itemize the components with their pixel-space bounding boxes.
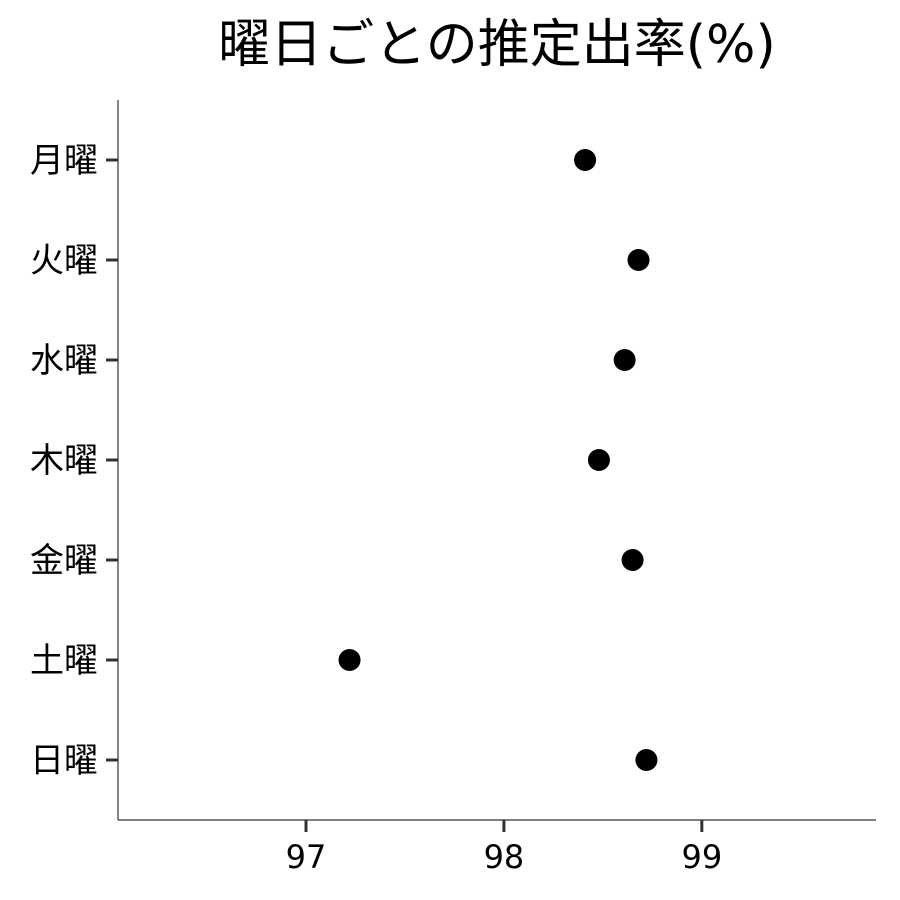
x-axis: 97 98 99 [286, 820, 722, 876]
chart-title: 曜日ごとの推定出率(%) [218, 15, 775, 75]
data-point [627, 249, 650, 271]
data-points [338, 149, 658, 771]
y-tick-label: 月曜 [30, 141, 98, 181]
data-point [621, 549, 644, 571]
x-tick-label: 98 [484, 838, 525, 876]
x-tick-label: 97 [286, 838, 327, 876]
x-tick-label: 99 [681, 838, 722, 876]
y-tick-label: 木曜 [30, 441, 98, 481]
y-tick-label: 土曜 [30, 641, 98, 681]
data-point [587, 449, 610, 471]
data-point [574, 149, 597, 171]
y-tick-label: 水曜 [30, 341, 98, 381]
y-tick-label: 金曜 [30, 541, 98, 581]
y-tick-label: 日曜 [30, 741, 98, 781]
data-point [338, 649, 361, 671]
data-point [635, 749, 658, 771]
y-tick-label: 火曜 [30, 241, 98, 281]
data-point [613, 349, 636, 371]
